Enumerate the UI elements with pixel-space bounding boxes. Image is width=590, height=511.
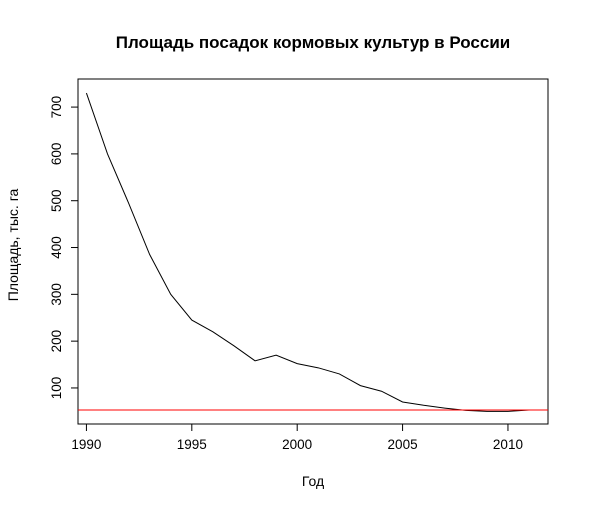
y-tick-label: 600 xyxy=(49,143,64,166)
series-line xyxy=(85,92,530,412)
x-tick-label: 1990 xyxy=(71,437,101,452)
y-tick-label: 700 xyxy=(49,96,64,119)
x-tick-label: 2000 xyxy=(282,437,312,452)
x-tick-label: 2005 xyxy=(388,437,418,452)
y-tick-label: 200 xyxy=(49,330,64,353)
y-axis: 100 200 300 400 500 600 700 xyxy=(49,96,79,400)
plot-area xyxy=(78,92,548,412)
y-tick-label: 500 xyxy=(49,189,64,212)
x-tick-label: 1995 xyxy=(177,437,207,452)
y-tick-label: 100 xyxy=(49,377,64,400)
x-tick-label: 2010 xyxy=(493,437,523,452)
y-tick-label: 400 xyxy=(49,236,64,259)
x-axis-label: Год xyxy=(302,473,324,489)
y-axis-label: Площадь, тыс. га xyxy=(5,189,21,302)
chart-title: Площадь посадок кормовых культур в Росси… xyxy=(116,33,510,52)
y-tick-label: 300 xyxy=(49,283,64,306)
x-axis: 1990 1995 2000 2005 2010 xyxy=(71,423,523,452)
